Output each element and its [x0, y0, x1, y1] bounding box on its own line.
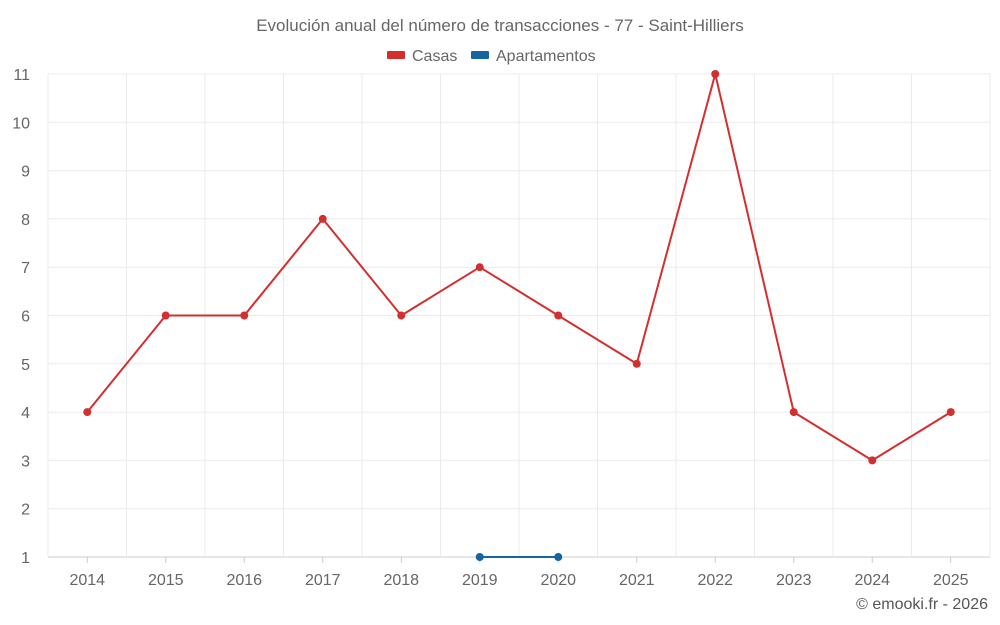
point-casas-2016: [240, 311, 249, 320]
x-tick-label: 2023: [776, 572, 812, 589]
x-tick-label: 2016: [226, 572, 262, 589]
chart-title: Evolución anual del número de transaccio…: [256, 16, 744, 35]
y-tick-label: 8: [21, 212, 30, 229]
point-casas-2017: [318, 214, 327, 223]
point-casas-2023: [789, 408, 798, 417]
legend-item-casas[interactable]: Casas: [387, 48, 457, 65]
legend-item-apartamentos[interactable]: Apartamentos: [471, 48, 596, 65]
point-casas-2022: [711, 70, 720, 78]
y-tick-label: 1: [21, 550, 30, 567]
legend-label-casas: Casas: [412, 48, 457, 65]
x-tick-label: 2015: [148, 572, 184, 589]
y-tick-label: 9: [21, 164, 30, 181]
point-casas-2020: [554, 311, 563, 320]
axes: 1 2 3 4 5 6 7 8 9 10 11 2014 2015 2016 2017 2018 2019 202…: [12, 67, 968, 589]
x-tick-label: 2025: [933, 572, 969, 589]
x-tick-label: 2017: [305, 572, 341, 589]
credit-text: © emooki.fr - 2026: [856, 596, 988, 613]
series-apartamentos: [475, 553, 563, 561]
x-tick-label: 2021: [619, 572, 655, 589]
y-tick-label: 6: [21, 309, 30, 326]
point-apartamentos-2020: [554, 553, 563, 561]
line-casas: [86, 73, 952, 462]
point-casas-2021: [632, 359, 641, 368]
point-casas-2018: [397, 311, 406, 320]
x-tick-label: 2018: [383, 572, 419, 589]
series: [83, 70, 955, 561]
x-tick-label: 2024: [854, 572, 890, 589]
point-casas-2019: [475, 263, 484, 272]
point-casas-2015: [161, 311, 170, 320]
y-tick-label: 2: [21, 502, 30, 519]
point-casas-2025: [946, 408, 955, 417]
legend-swatch-casas: [387, 51, 405, 59]
x-tick-label: 2020: [540, 572, 576, 589]
legend-swatch-apartamentos: [471, 51, 489, 59]
x-tick-label: 2014: [69, 572, 105, 589]
y-tick-label: 7: [21, 260, 30, 277]
y-tick-label: 5: [21, 357, 30, 374]
point-casas-2024: [868, 456, 877, 465]
y-tick-label: 10: [12, 115, 30, 132]
x-tick-label: 2022: [697, 572, 733, 589]
x-tick-label: 2019: [462, 572, 498, 589]
legend: Casas Apartamentos: [387, 48, 596, 65]
legend-label-apartamentos: Apartamentos: [496, 48, 596, 65]
point-casas-2014: [83, 408, 92, 417]
series-casas: [83, 70, 955, 465]
y-tick-label: 4: [21, 405, 30, 422]
y-tick-label: 11: [13, 67, 30, 84]
y-tick-label: 3: [21, 453, 30, 470]
point-apartamentos-2019: [475, 553, 484, 561]
